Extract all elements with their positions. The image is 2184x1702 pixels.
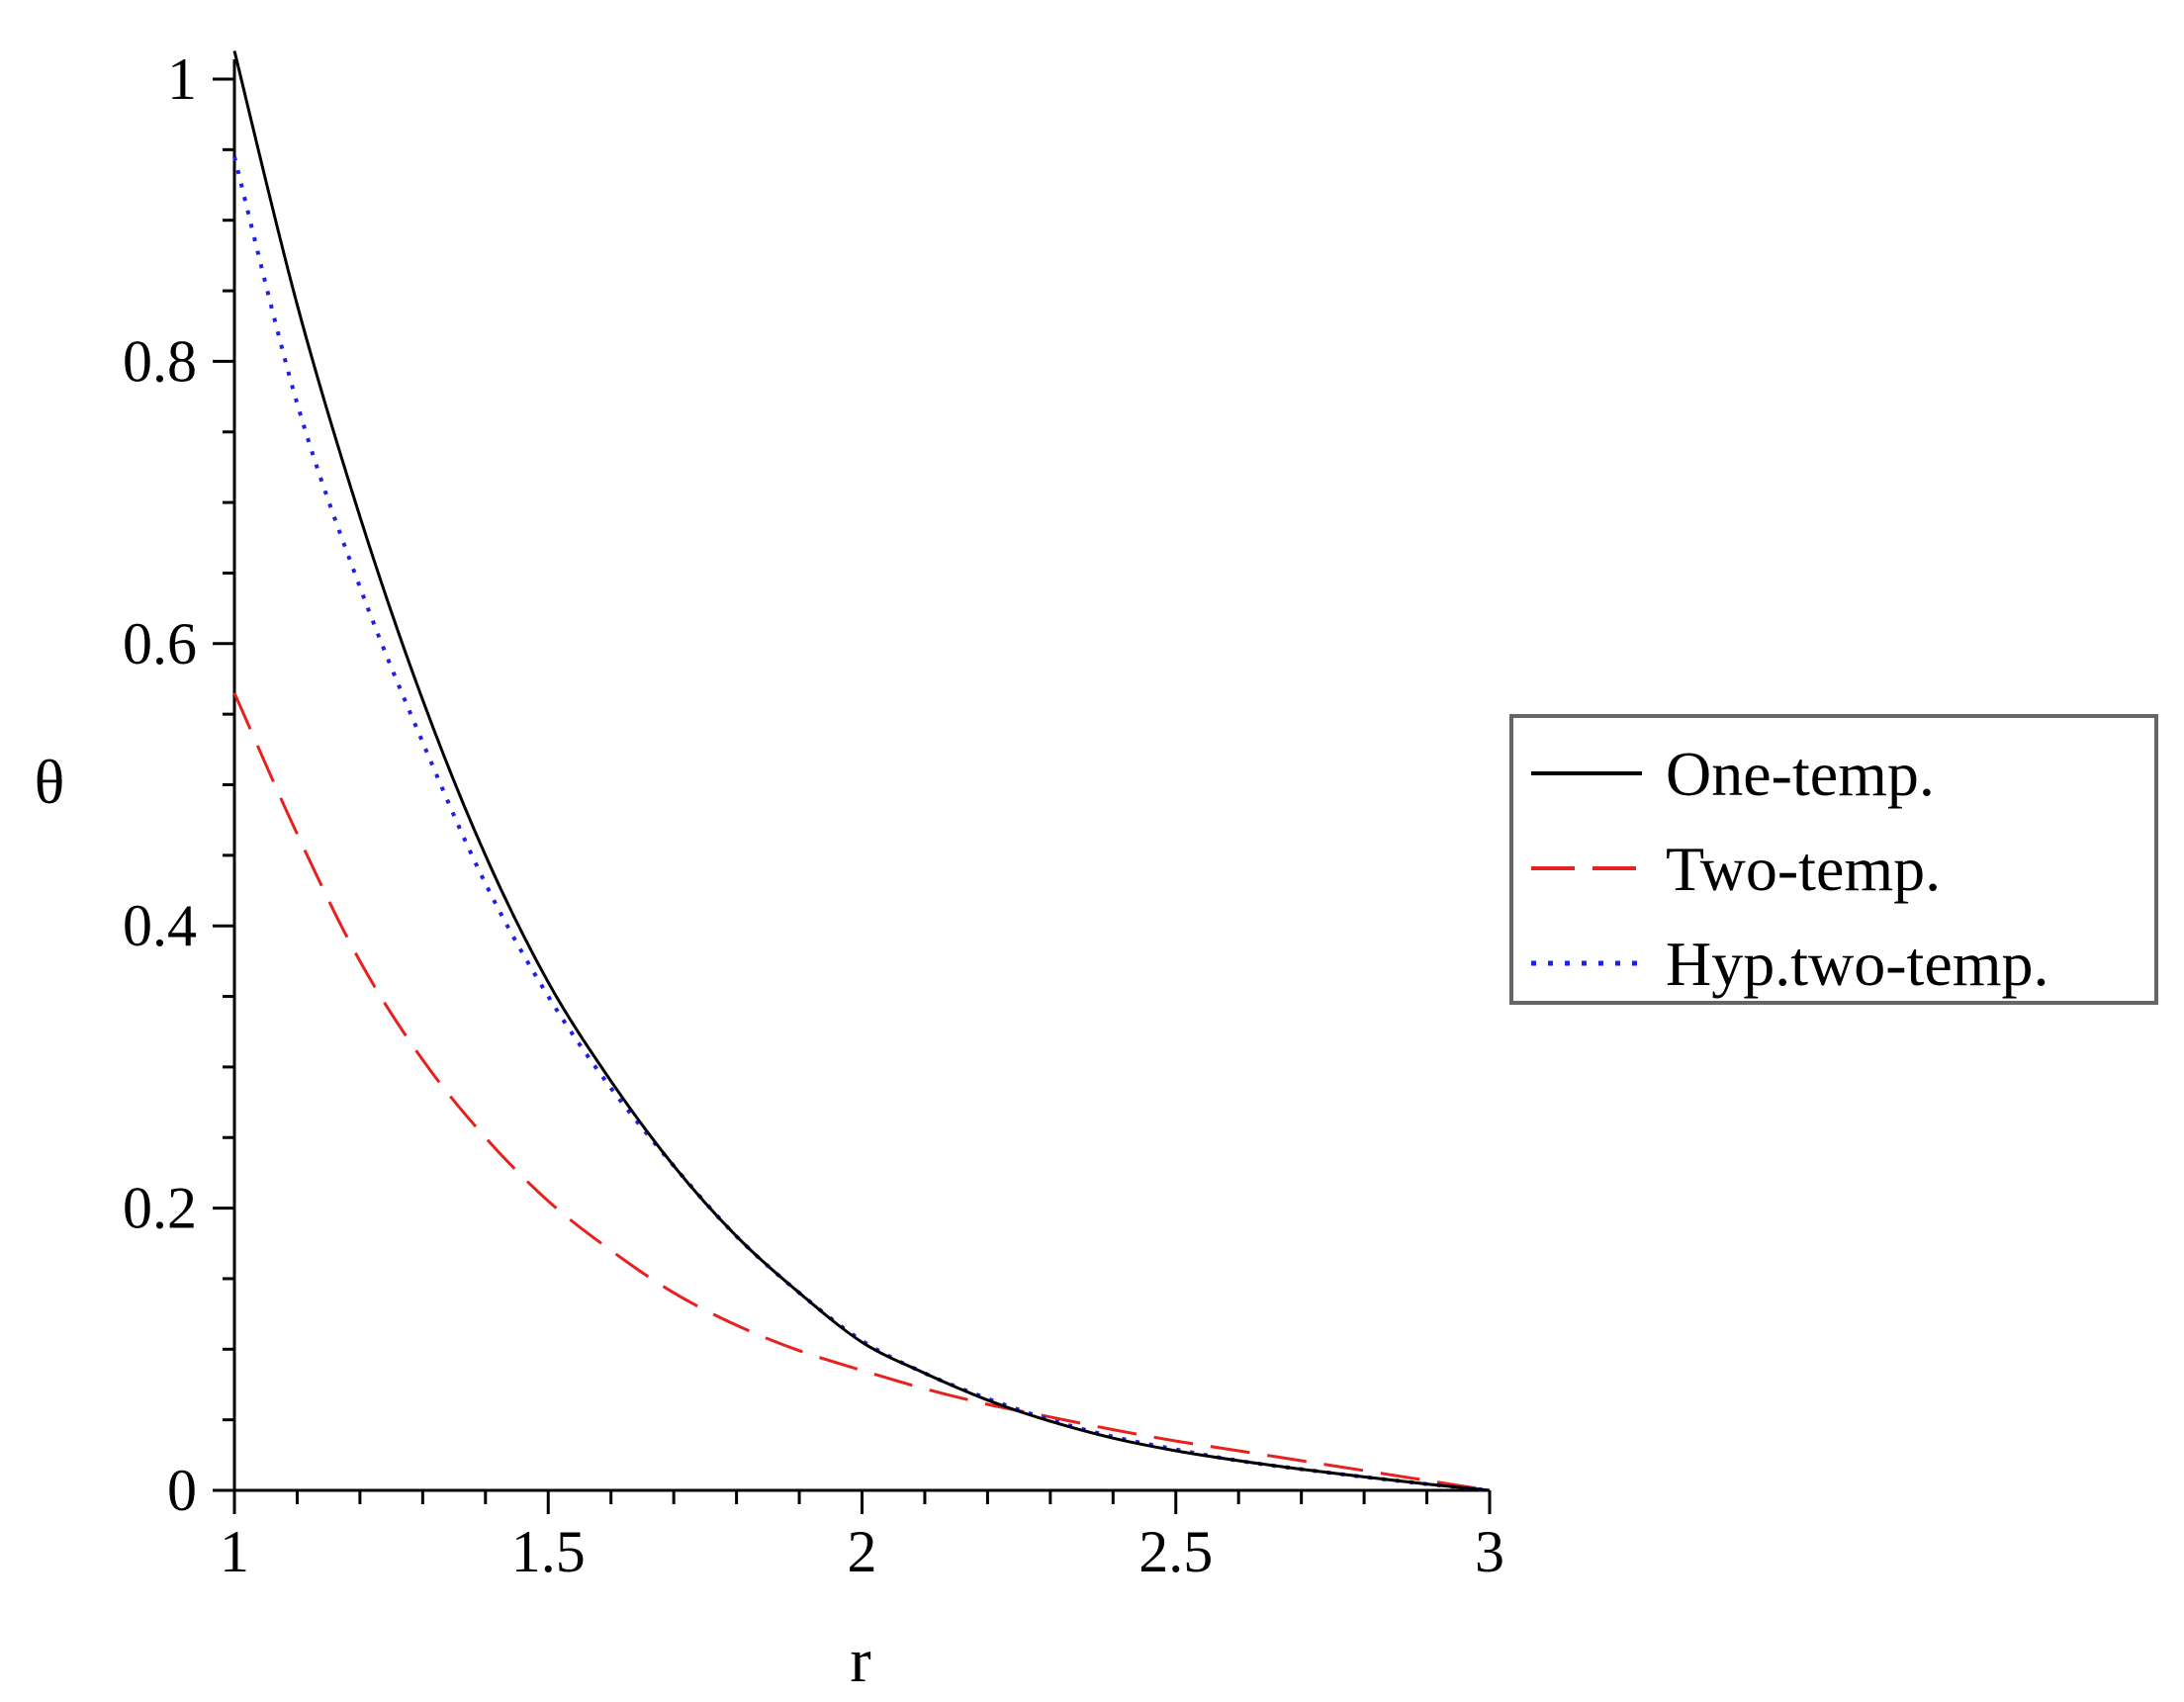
x-tick-label: 2.5	[1138, 1519, 1213, 1584]
y-tick-label: 0.8	[123, 328, 197, 394]
legend: One-temp. Two-temp. Hyp.two-temp.	[1509, 714, 2158, 1005]
legend-label: One-temp.	[1666, 739, 1935, 809]
x-tick-label: 1.5	[511, 1519, 586, 1584]
x-tick-label: 1	[220, 1519, 249, 1584]
y-tick-label: 0	[167, 1458, 197, 1523]
x-axis-title: r	[850, 1625, 870, 1695]
legend-items: One-temp. Two-temp. Hyp.two-temp.	[1531, 739, 2049, 999]
y-ticks	[213, 77, 234, 1492]
y-tick-label: 0.2	[123, 1176, 197, 1241]
x-tick-label: 2	[848, 1519, 877, 1584]
y-tick-label: 0.6	[123, 611, 197, 676]
x-tick-label: 3	[1475, 1519, 1504, 1584]
y-tick-label: 0.4	[123, 893, 197, 958]
series-line-one-temp	[232, 50, 1491, 1492]
series-group	[232, 50, 1491, 1492]
x-ticks	[232, 1490, 1492, 1514]
legend-label: Hyp.two-temp.	[1666, 929, 2049, 999]
series-line-two-temp	[232, 692, 1491, 1492]
y-tick-label: 1	[167, 46, 197, 112]
series-line-hyp-two-temp	[232, 156, 1491, 1492]
axes	[232, 59, 1490, 1492]
y-axis-title: θ	[35, 747, 65, 817]
legend-label: Two-temp.	[1666, 834, 1941, 904]
x-tick-labels: 1 1.5 2 2.5 3	[220, 1519, 1504, 1584]
legend-box	[1509, 714, 2158, 1005]
y-tick-labels: 0 0.2 0.4 0.6 0.8 1	[123, 46, 197, 1523]
